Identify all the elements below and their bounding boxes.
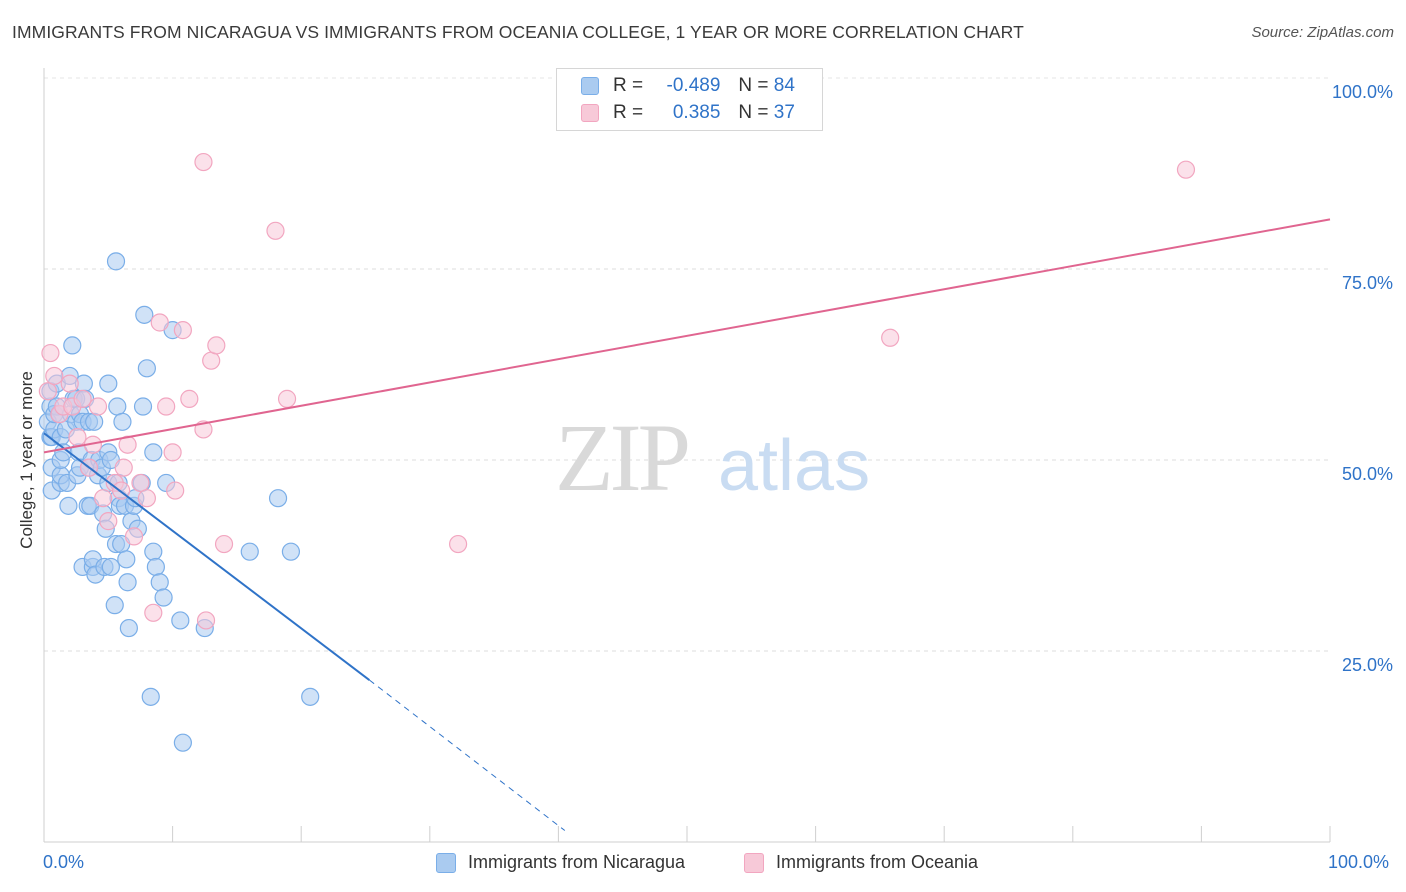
bottom-legend-label-oceania: Immigrants from Oceania: [776, 852, 979, 872]
nicaragua-point: [173, 733, 192, 752]
nicaragua-point: [240, 542, 259, 561]
bottom-legend-oceania: Immigrants from Oceania: [744, 852, 978, 873]
nicaragua-trend-line: [43, 432, 370, 681]
nicaragua-point: [59, 496, 78, 515]
nicaragua-point: [113, 412, 132, 431]
oceania-point: [277, 389, 297, 408]
legend-r-label: R =: [613, 75, 644, 96]
nicaragua-point: [133, 397, 153, 416]
oceania-point: [196, 611, 216, 630]
oceania-point: [1176, 160, 1196, 179]
nicaragua-point: [101, 557, 120, 577]
legend-r-label: R =: [613, 102, 644, 123]
nicaragua-point: [99, 374, 118, 393]
nicaragua-point: [137, 359, 156, 378]
oceania-point: [166, 481, 185, 500]
oceania-point: [144, 603, 163, 622]
nicaragua-point: [144, 443, 163, 462]
y-tick-label: 100.0%: [1332, 82, 1393, 102]
oceania-point: [214, 534, 234, 554]
nicaragua-point: [106, 252, 126, 271]
nicaragua-point: [63, 336, 82, 355]
nicaragua-point: [268, 489, 288, 508]
oceania-point: [881, 328, 900, 347]
oceania-point: [68, 427, 87, 447]
oceania-point: [266, 221, 285, 240]
legend-n-value: 84: [773, 75, 795, 96]
nicaragua-point: [141, 687, 160, 706]
nicaragua-point: [118, 573, 137, 592]
bottom-legend-nicaragua: Immigrants from Nicaragua: [436, 852, 685, 873]
nicaragua-point: [154, 588, 173, 607]
nicaragua-point: [105, 596, 124, 615]
oceania-point: [73, 389, 92, 408]
nicaragua-point: [150, 573, 169, 592]
oceania-point: [157, 397, 176, 416]
nicaragua-point: [119, 618, 138, 638]
nicaragua-point: [281, 542, 301, 561]
nicaragua-point: [85, 412, 104, 431]
oceania-point: [202, 351, 221, 370]
nicaragua-point: [108, 397, 127, 416]
x-tick-label-max: 100.0%: [1328, 852, 1390, 872]
bottom-legend-swatch-nicaragua: [436, 852, 456, 873]
oceania-point: [163, 443, 182, 462]
oceania-point: [60, 374, 79, 393]
nicaragua-point: [117, 550, 136, 569]
nicaragua-point: [171, 611, 190, 630]
nicaragua-point: [135, 305, 154, 324]
watermark-atlas: atlas: [718, 426, 870, 506]
bottom-legend-label-nicaragua: Immigrants from Nicaragua: [468, 852, 686, 872]
oceania-point: [45, 366, 64, 386]
correlation-legend: R = -0.489 N = 84 R = 0.385 N = 37: [556, 68, 823, 131]
y-tick-label: 50.0%: [1342, 464, 1393, 484]
oceania-point: [94, 489, 113, 508]
oceania-point: [194, 152, 213, 172]
oceania-point: [131, 473, 150, 493]
nicaragua-point: [146, 557, 165, 577]
x-tick-label-min: 0.0%: [43, 852, 85, 872]
legend-row-nicaragua: R = -0.489 N = 84: [581, 74, 795, 98]
legend-r-value: -0.489: [666, 75, 721, 96]
oceania-point: [88, 397, 108, 416]
watermark-zip: ZIP: [555, 404, 688, 511]
oceania-point: [38, 382, 57, 401]
oceania-trend-line: [43, 218, 1331, 454]
y-tick-label: 25.0%: [1342, 655, 1393, 675]
oceania-point: [114, 458, 133, 477]
legend-n-value: 37: [773, 102, 795, 123]
y-tick-label: 75.0%: [1342, 273, 1393, 293]
bottom-legend-swatch-oceania: [744, 852, 764, 873]
chart-title: IMMIGRANTS FROM NICARAGUA VS IMMIGRANTS …: [12, 22, 1024, 42]
oceania-point: [137, 489, 156, 508]
nicaragua-trend-extension: [369, 679, 566, 831]
legend-swatch-nicaragua: [581, 77, 599, 95]
chart-source: Source: ZipAtlas.com: [1251, 24, 1394, 41]
legend-n-label: N =: [738, 75, 769, 96]
nicaragua-point: [144, 542, 163, 561]
legend-swatch-oceania: [581, 104, 599, 122]
legend-row-oceania: R = 0.385 N = 37: [581, 101, 795, 125]
legend-n-label: N =: [738, 102, 769, 123]
oceania-point: [173, 321, 192, 340]
oceania-point: [99, 512, 118, 531]
nicaragua-point: [301, 687, 320, 706]
oceania-point: [180, 389, 199, 408]
oceania-point: [207, 336, 226, 355]
oceania-point: [41, 343, 60, 363]
legend-r-value: 0.385: [672, 102, 721, 123]
oceania-point: [448, 534, 468, 554]
oceania-point: [124, 527, 144, 546]
oceania-point: [150, 313, 169, 332]
